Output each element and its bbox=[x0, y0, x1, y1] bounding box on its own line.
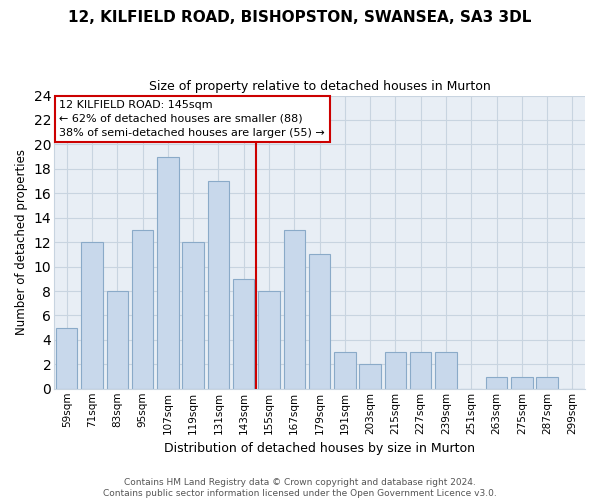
Text: Contains HM Land Registry data © Crown copyright and database right 2024.
Contai: Contains HM Land Registry data © Crown c… bbox=[103, 478, 497, 498]
Bar bbox=[334, 352, 356, 389]
X-axis label: Distribution of detached houses by size in Murton: Distribution of detached houses by size … bbox=[164, 442, 475, 455]
Bar bbox=[208, 181, 229, 389]
Bar bbox=[435, 352, 457, 389]
Bar bbox=[536, 376, 558, 389]
Y-axis label: Number of detached properties: Number of detached properties bbox=[15, 149, 28, 335]
Bar bbox=[233, 279, 254, 389]
Text: 12, KILFIELD ROAD, BISHOPSTON, SWANSEA, SA3 3DL: 12, KILFIELD ROAD, BISHOPSTON, SWANSEA, … bbox=[68, 10, 532, 25]
Bar bbox=[132, 230, 154, 389]
Bar bbox=[107, 291, 128, 389]
Bar bbox=[309, 254, 330, 389]
Bar bbox=[56, 328, 77, 389]
Bar bbox=[410, 352, 431, 389]
Bar bbox=[486, 376, 507, 389]
Bar bbox=[258, 291, 280, 389]
Text: 12 KILFIELD ROAD: 145sqm
← 62% of detached houses are smaller (88)
38% of semi-d: 12 KILFIELD ROAD: 145sqm ← 62% of detach… bbox=[59, 100, 325, 138]
Title: Size of property relative to detached houses in Murton: Size of property relative to detached ho… bbox=[149, 80, 490, 93]
Bar bbox=[81, 242, 103, 389]
Bar bbox=[182, 242, 204, 389]
Bar bbox=[157, 156, 179, 389]
Bar bbox=[284, 230, 305, 389]
Bar bbox=[385, 352, 406, 389]
Bar bbox=[511, 376, 533, 389]
Bar bbox=[359, 364, 381, 389]
